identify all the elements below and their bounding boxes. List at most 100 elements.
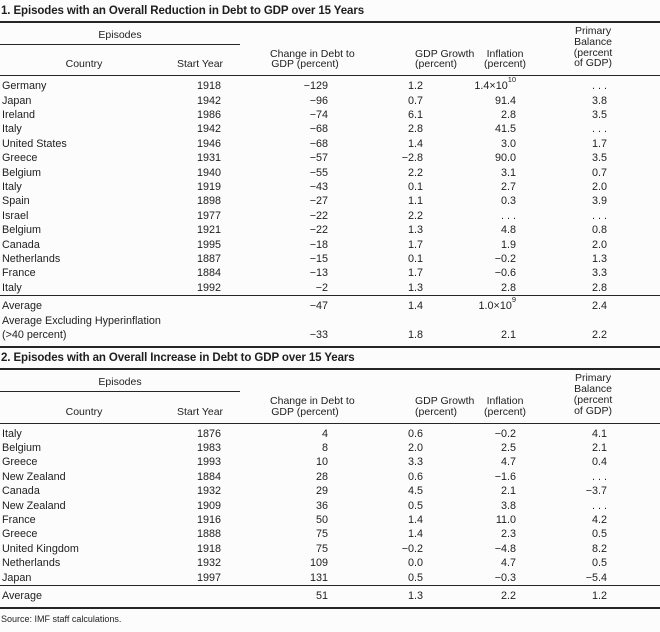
column-header-primary-balance: Primary Balance (percent of GDP) xyxy=(530,370,660,424)
cell-start-year: 1898 xyxy=(196,195,222,208)
cell-gdp-growth: 6.1 xyxy=(408,108,424,121)
cell-start-year: 1909 xyxy=(196,499,222,512)
table-row: Greece 1931 −57 −2.8 90.0 3.5 xyxy=(0,151,660,165)
cell-gdp-growth: 1.1 xyxy=(408,195,424,208)
cell-inflation: 2.3 xyxy=(501,528,517,541)
cell-inflation: 1.0×109 xyxy=(435,294,531,314)
cell-country: Belgium xyxy=(2,166,42,179)
cell-change-debt: −18 xyxy=(309,238,329,251)
cell-gdp-growth: 1.2 xyxy=(408,80,424,93)
cell-start-year: 1918 xyxy=(196,542,222,555)
column-header-change-debt: Change in Debt to GDP (percent) xyxy=(240,391,355,424)
table-row: Belgium 1921 −22 1.3 4.8 0.8 xyxy=(0,223,660,237)
cell-start-year: 1946 xyxy=(196,137,222,150)
cell-primary-balance: 3.5 xyxy=(592,108,608,121)
cell-country: France xyxy=(2,513,36,526)
cell-change-debt: −55 xyxy=(309,166,329,179)
cell-country: Greece xyxy=(2,152,38,165)
header-spacer xyxy=(240,370,530,392)
cell-start-year: 1919 xyxy=(196,180,222,193)
cell-start-year: 1942 xyxy=(196,94,222,107)
cell-primary-balance: 1.3 xyxy=(592,252,608,265)
table-row: Canada 1932 29 4.5 2.1 −3.7 xyxy=(0,484,660,498)
cell-inflation: 4.7 xyxy=(501,456,517,469)
table-section-increase: 2. Episodes with an Overall Increase in … xyxy=(0,346,660,610)
summary-label: Average xyxy=(0,295,241,314)
cell-start-year: 1888 xyxy=(196,528,222,541)
cell-change-debt: −13 xyxy=(309,267,329,280)
table-row: Japan 1942 −96 0.7 91.4 3.8 xyxy=(0,94,660,108)
cell-country: Netherlands xyxy=(2,252,61,265)
cell-primary-balance: 3.8 xyxy=(592,94,608,107)
cell-inflation: 3.1 xyxy=(501,166,517,179)
cell-start-year: 1940 xyxy=(196,166,222,179)
cell-gdp-growth: 1.4 xyxy=(408,513,424,526)
cell-inflation: 2.8 xyxy=(501,281,517,294)
table-row: New Zealand 1884 28 0.6 −1.6 . . . xyxy=(0,470,660,484)
table-row: Belgium 1983 8 2.0 2.5 2.1 xyxy=(0,441,660,455)
cell-primary-balance: 2.2 xyxy=(592,329,608,341)
cell-country: Germany xyxy=(2,80,47,93)
cell-change-debt: −27 xyxy=(309,195,329,208)
cell-inflation: 90.0 xyxy=(495,152,517,165)
table-row: United Kingdom 1918 75 −0.2 −4.8 8.2 xyxy=(0,542,660,556)
table-row: Germany 1918 −129 1.2 1.4×1010 . . . xyxy=(0,75,660,94)
cell-start-year: 1995 xyxy=(196,238,222,251)
cell-primary-balance: . . . xyxy=(592,209,608,222)
cell-primary-balance: 2.1 xyxy=(592,441,608,454)
cell-inflation: 0.3 xyxy=(501,195,517,208)
cell-primary-balance: 2.0 xyxy=(592,180,608,193)
cell-change-debt: 4 xyxy=(322,427,329,440)
cell-gdp-growth: 1.3 xyxy=(408,224,424,237)
cell-gdp-growth: 2.2 xyxy=(408,209,424,222)
column-header-country: Country xyxy=(0,391,150,424)
cell-inflation: −0.6 xyxy=(494,267,517,280)
cell-change-debt: −57 xyxy=(309,152,329,165)
cell-primary-balance: . . . xyxy=(592,470,608,483)
cell-start-year: 1884 xyxy=(196,470,222,483)
cell-country: Netherlands xyxy=(2,557,61,570)
cell-change-debt: 75 xyxy=(316,528,329,541)
table-header: Episodes Primary Balance (percent of GDP) Cou… xyxy=(0,370,660,424)
cell-gdp-growth: 1.4 xyxy=(340,295,436,314)
cell-change-debt: −2 xyxy=(315,281,329,294)
cell-change-debt: −22 xyxy=(309,209,329,222)
cell-start-year: 1992 xyxy=(196,281,222,294)
cell-primary-balance: 2.0 xyxy=(592,238,608,251)
cell-primary-balance: 8.2 xyxy=(592,542,608,555)
cell-change-debt: −33 xyxy=(309,329,329,341)
table-row: Greece 1888 75 1.4 2.3 0.5 xyxy=(0,527,660,541)
cell-inflation: 41.5 xyxy=(495,123,517,136)
table-header: Episodes Primary Balance (percent of GDP) Cou… xyxy=(0,23,660,77)
cell-change-debt: 75 xyxy=(316,542,329,555)
cell-change-debt: −43 xyxy=(309,180,329,193)
summary-row: Average Excluding Hyperinflation xyxy=(0,314,660,328)
header-group-row: Episodes Primary Balance (percent of GDP) xyxy=(0,23,660,77)
cell-country: Italy xyxy=(2,180,22,193)
column-header-start-year: Start Year xyxy=(150,44,241,77)
cell-gdp-growth: 4.5 xyxy=(408,485,424,498)
cell-primary-balance: 4.1 xyxy=(592,427,608,440)
cell-start-year: 1884 xyxy=(196,267,222,280)
cell-inflation: −1.6 xyxy=(494,470,517,483)
episodes-group-header: Episodes xyxy=(0,23,241,45)
cell-gdp-growth: 0.7 xyxy=(408,94,424,107)
table-row: Israel 1977 −22 2.2 . . . . . . xyxy=(0,209,660,223)
cell-gdp-growth: 2.0 xyxy=(408,441,424,454)
superscript: 9 xyxy=(511,294,517,304)
table-body: Italy 1876 4 0.6 −0.2 4.1 Belgium 1983 8 2.0 2.5 2.… xyxy=(0,423,660,585)
cell-primary-balance: 0.8 xyxy=(592,224,608,237)
cell-primary-balance: 2.8 xyxy=(592,281,608,294)
cell-primary-balance: 0.7 xyxy=(592,166,608,179)
table-row: Netherlands 1887 −15 0.1 −0.2 1.3 xyxy=(0,252,660,266)
table-row: Spain 1898 −27 1.1 0.3 3.9 xyxy=(0,194,660,208)
table-row: Ireland 1986 −74 6.1 2.8 3.5 xyxy=(0,108,660,122)
table-row: France 1916 50 1.4 11.0 4.2 xyxy=(0,513,660,527)
cell-primary-balance: 2.4 xyxy=(530,295,660,314)
cell-gdp-growth: 1.4 xyxy=(408,528,424,541)
cell-primary-balance xyxy=(530,314,660,328)
cell-start-year: 1993 xyxy=(196,456,222,469)
cell-gdp-growth: 1.8 xyxy=(408,329,424,341)
cell-start-year: 1931 xyxy=(196,152,222,165)
cell-gdp-growth: −2.8 xyxy=(401,152,424,165)
